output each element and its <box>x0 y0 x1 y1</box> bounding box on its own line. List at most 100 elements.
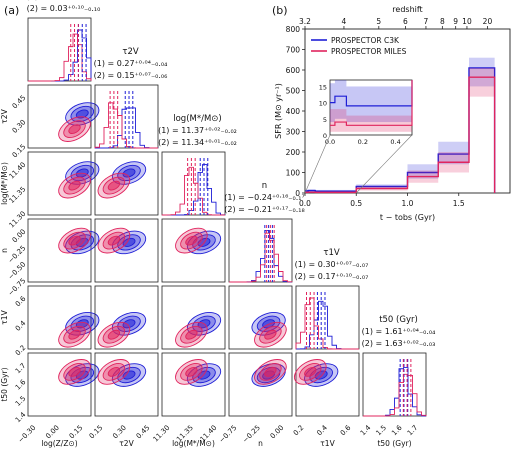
contour-inner-miles <box>304 366 317 377</box>
corner-cell-0-3 <box>27 218 100 283</box>
inset-band-c3k <box>346 86 412 123</box>
sfh-y-tick-label: 500 <box>286 87 301 96</box>
param-result1-2: (1) = 11.37⁺⁰·⁰²₋₀.₀₂ <box>158 126 237 135</box>
sfh-top-tick-label: 6 <box>403 17 408 26</box>
x-tick-label: 0.15 <box>88 424 105 441</box>
contour-inner-c3k <box>122 370 136 380</box>
contour-inner-miles <box>264 366 277 377</box>
corner-cell-1-5 <box>94 352 159 417</box>
contour-group-c3k <box>65 102 100 126</box>
x-tick-label: 11.30 <box>152 424 172 444</box>
x-axis-label-4: τ1V <box>320 439 335 448</box>
inset-band-c3k <box>334 80 347 119</box>
x-tick-label: 0.00 <box>269 424 286 441</box>
sfh-x-tick-label: 0.5 <box>350 199 362 208</box>
contour-inner-miles <box>185 329 198 340</box>
contour-group-miles <box>97 359 131 385</box>
param-result2-5: (2) = 1.63⁺⁰·⁰²₋₀.₀₃ <box>362 339 436 348</box>
sfh-y-axis-label: SFR (M⊙ yr⁻¹) <box>274 83 283 139</box>
inset-band-miles <box>330 109 335 132</box>
x-tick-label: 0.2 <box>292 424 306 438</box>
corner-cell-0-5 <box>27 352 100 417</box>
corner-cell-3-4 <box>228 285 293 350</box>
cell-frame <box>161 218 226 283</box>
cell-frame <box>94 84 159 149</box>
sfh-x-tick-label: 1.5 <box>453 199 465 208</box>
x-tick-label: 1.6 <box>390 423 404 437</box>
contour-inner-c3k <box>122 319 136 329</box>
inset-band-miles <box>334 109 347 132</box>
cell-frame <box>27 218 92 283</box>
sfh-band-c3k <box>407 164 439 179</box>
contour-inner-miles <box>185 366 198 377</box>
param-result2-1: (2) = 0.15⁺⁰·⁰⁷₋₀.₀₆ <box>94 71 168 80</box>
param-result2-0: (2) = 0.03⁺⁰·¹⁰₋₀.₁₀ <box>27 4 101 13</box>
corner-cell-4-5 <box>293 352 360 417</box>
contour-inner-miles <box>107 180 121 191</box>
inset-y-tick-label: 5 <box>323 116 327 124</box>
x-tick-label: 0.45 <box>135 424 152 441</box>
inset-connector <box>304 134 331 194</box>
sfh-y-tick-label: 100 <box>286 169 301 178</box>
param-title-1: τ2V <box>122 47 139 57</box>
y-tick-label: 0.6 <box>14 294 28 308</box>
contour-inner-miles <box>68 235 81 246</box>
cell-frame <box>94 285 159 350</box>
y-tick-label: 11.40 <box>8 161 28 181</box>
corner-cell-5-5 <box>362 352 427 417</box>
contour-group-miles <box>293 359 327 385</box>
y-tick-label: 0.15 <box>11 143 28 160</box>
x-tick-label: 0.4 <box>315 423 329 437</box>
corner-cell-0-2 <box>27 151 100 216</box>
corner-cell-1-2 <box>94 151 159 216</box>
contour-group-c3k <box>111 312 147 336</box>
sfh-band-c3k <box>469 57 495 87</box>
sfh-y-tick-label: 0 <box>295 189 300 198</box>
cell-frame <box>27 352 92 417</box>
legend: PROSPECTOR C3K PROSPECTOR MILES <box>311 36 407 56</box>
inset-step-miles <box>330 80 413 126</box>
y-tick-label: 0.4 <box>14 319 28 333</box>
param-title-3: n <box>262 181 267 191</box>
hist-miles <box>295 297 359 350</box>
contour-group-miles <box>58 172 91 199</box>
sfh-x-axis-label: t − tobs (Gyr) <box>380 213 435 222</box>
y-tick-label: 0.45 <box>11 94 28 111</box>
cell-frame <box>362 352 427 417</box>
contour-group-miles <box>58 359 91 385</box>
cell-frame <box>295 352 360 417</box>
cell-frame <box>94 151 159 216</box>
y-tick-label: 1.5 <box>14 394 28 408</box>
contour-group-c3k <box>111 161 147 185</box>
param-result2-3: (2) = −0.21⁺⁰·¹⁷₋₀.₁₈ <box>224 205 304 214</box>
corner-cell-3-3 <box>228 218 293 283</box>
param-result1-4: (1) = 0.30⁺⁰·⁰⁷₋₀.₀₇ <box>295 260 369 269</box>
y-axis-label-4: τ1V <box>0 309 9 324</box>
inset-x-tick-label: 0.4 <box>390 138 400 146</box>
sfh-top-tick-label: 7 <box>424 17 429 26</box>
contour-group-miles <box>58 116 91 142</box>
param-title-5: t50 (Gyr) <box>379 315 418 325</box>
corner-cell-1-1 <box>94 84 159 149</box>
cell-frame <box>228 285 293 350</box>
contour-group-miles <box>97 227 131 254</box>
y-axis-label-1: τ2V <box>0 108 9 123</box>
contour-inner-miles <box>264 329 277 340</box>
legend-label-0: PROSPECTOR C3K <box>331 36 400 45</box>
x-tick-label: 0.6 <box>339 423 353 437</box>
sfh-y-tick-label: 400 <box>286 107 301 116</box>
corner-cell-1-3 <box>94 218 159 283</box>
x-tick-label: 0.00 <box>44 424 61 441</box>
y-tick-label: 1.6 <box>14 378 28 392</box>
y-tick-label: 1.7 <box>14 362 28 376</box>
param-title-4: τ1V <box>323 248 340 258</box>
contour-inner-miles <box>68 366 81 377</box>
y-tick-label: 1.4 <box>14 410 28 424</box>
hist-miles <box>161 166 225 216</box>
sfh-top-tick-label: 4 <box>342 17 347 26</box>
hist-c3k <box>162 164 226 216</box>
contour-inner-miles <box>68 124 81 135</box>
x-axis-label-1: τ2V <box>119 439 134 448</box>
inset: 0 5 10 15 0.0 0.2 0.4 <box>319 79 413 146</box>
inset-y-tick-label: 15 <box>319 83 327 91</box>
